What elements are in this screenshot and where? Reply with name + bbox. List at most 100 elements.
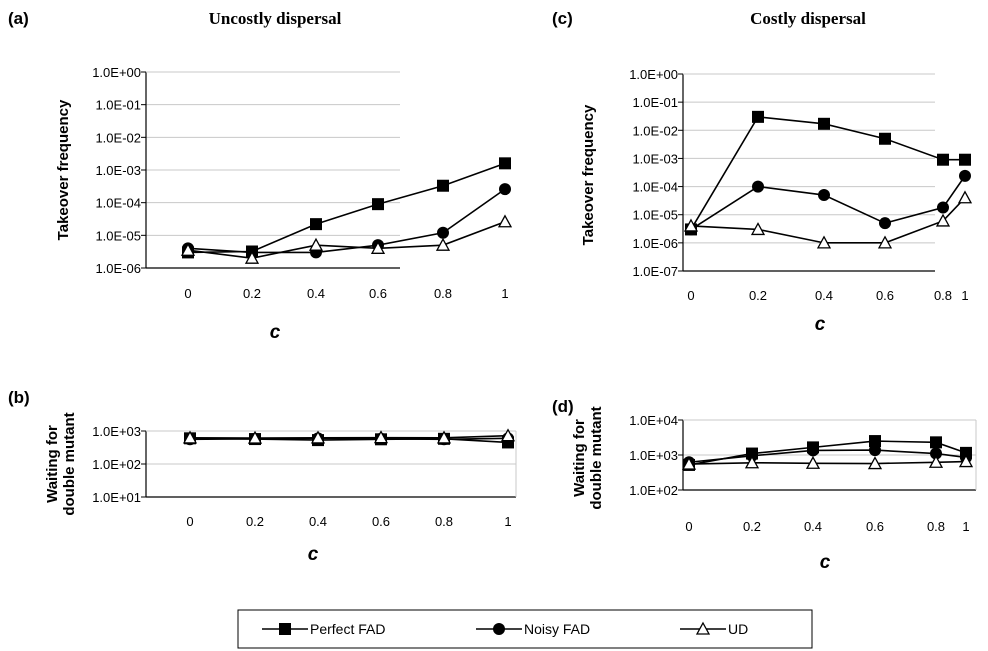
triangle-marker — [750, 222, 766, 236]
y-tick-label: 1.0E-02 — [95, 130, 141, 145]
triangle-marker — [308, 237, 324, 251]
legend: Perfect FAD Noisy FAD UD — [237, 609, 813, 649]
x-tick-label: 0.8 — [435, 514, 453, 529]
panel-letter: (c) — [552, 9, 573, 28]
triangle-marker — [935, 213, 951, 227]
y-tick-label: 1.0E+01 — [92, 490, 141, 505]
square-marker — [437, 179, 449, 192]
x-tick-label: 0.8 — [927, 519, 945, 534]
circle-marker — [869, 444, 881, 457]
circle-marker — [437, 226, 449, 239]
x-tick-label: 0.8 — [434, 286, 452, 301]
triangle-marker — [370, 240, 386, 254]
series-noisy-fad — [184, 432, 514, 446]
series-ud — [182, 428, 516, 444]
chart-panel-b: (b) 1.0E+03 1.0E+02 1.0E+01 0 0.2 0.4 0.6 0.8 1 Wa… — [8, 388, 517, 565]
x-tick-label: 0 — [687, 288, 694, 303]
legend-label: UD — [728, 621, 748, 637]
x-tick-label: 0.6 — [866, 519, 884, 534]
x-tick-label: 1 — [501, 286, 508, 301]
triangle-marker — [435, 237, 451, 251]
x-tick-label: 0.6 — [876, 288, 894, 303]
panel-letter: (b) — [8, 388, 30, 407]
y-tick-label: 1.0E-01 — [95, 98, 141, 113]
y-tick-label: 1.0E+03 — [629, 448, 678, 463]
triangle-marker — [244, 250, 260, 264]
series-line — [187, 221, 506, 259]
triangle-marker — [816, 235, 832, 249]
x-tick-label: 0.8 — [934, 288, 952, 303]
triangle-marker — [928, 454, 944, 468]
y-axis-label: Takeover frequency — [55, 99, 72, 240]
y-tick-label: 1.0E-05 — [632, 208, 678, 223]
y-tick-label: 1.0E-05 — [95, 228, 141, 243]
series-ud — [681, 454, 974, 470]
legend-item-noisy-fad: Noisy FAD — [476, 621, 590, 637]
triangle-marker — [182, 430, 198, 444]
square-marker — [499, 157, 511, 170]
x-tick-label: 0.4 — [307, 286, 325, 301]
y-axis-label: Waiting fordouble mutant — [571, 406, 605, 509]
square-marker — [937, 153, 949, 166]
panel-title: Uncostly dispersal — [209, 9, 342, 28]
triangle-marker — [247, 430, 263, 444]
x-tick-label: 0.6 — [369, 286, 387, 301]
y-tick-label: 1.0E-02 — [632, 123, 678, 138]
square-marker — [930, 436, 942, 449]
x-tick-label: 1 — [961, 288, 968, 303]
x-tick-label: 1 — [962, 519, 969, 534]
triangle-marker — [695, 621, 711, 635]
x-axis-label: c — [270, 322, 281, 343]
legend-item-ud: UD — [680, 621, 748, 637]
square-marker — [879, 132, 891, 145]
series-line — [688, 460, 967, 465]
triangle-marker — [180, 242, 196, 256]
x-axis-label: c — [308, 544, 319, 565]
series-noisy-fad — [685, 169, 971, 236]
y-tick-label: 1.0E+02 — [629, 483, 678, 498]
chart-panel-c: (c) Costly dispersal 1.0E+00 1.0E-01 1.0E-02… — [552, 9, 973, 335]
circle-marker — [937, 201, 949, 214]
triangle-marker — [683, 218, 699, 232]
square-marker — [869, 435, 881, 448]
circle-marker — [959, 169, 971, 182]
triangle-marker — [310, 430, 326, 444]
circle-marker — [879, 217, 891, 230]
series-ud — [180, 214, 513, 264]
y-tick-label: 1.0E+00 — [92, 65, 141, 80]
series-noisy-fad — [683, 444, 972, 469]
y-tick-label: 1.0E+03 — [92, 424, 141, 439]
series-line — [187, 188, 506, 254]
chart-panel-d: (d) 1.0E+04 1.0E+03 1.0E+02 0 0.2 0.4 0.6 0.8 1 Wa… — [552, 397, 977, 573]
legend-item-perfect-fad: Perfect FAD — [262, 621, 385, 637]
square-marker — [959, 153, 971, 166]
square-marker — [818, 117, 830, 130]
triangle-marker — [744, 455, 760, 469]
circle-marker — [752, 180, 764, 193]
series-line — [690, 197, 966, 244]
y-axis-label: Takeover frequency — [580, 104, 597, 245]
square-marker — [372, 198, 384, 211]
x-tick-label: 0.6 — [372, 514, 390, 529]
square-marker — [310, 218, 322, 231]
legend-label: Noisy FAD — [524, 621, 590, 637]
panel-letter: (a) — [8, 9, 29, 28]
y-tick-label: 1.0E-04 — [632, 180, 678, 195]
triangle-marker — [805, 455, 821, 469]
triangle-marker — [373, 430, 389, 444]
circle-marker — [493, 623, 505, 635]
x-tick-label: 0.2 — [743, 519, 761, 534]
chart-panel-a: (a) Uncostly dispersal 1.0E+00 1.0E-01 1.0E-… — [8, 9, 513, 343]
triangle-marker — [957, 190, 973, 204]
series-line — [189, 437, 509, 441]
series-line — [690, 175, 966, 231]
circle-marker — [930, 447, 942, 460]
x-tick-label: 0.4 — [815, 288, 833, 303]
x-tick-label: 0 — [184, 286, 191, 301]
circle-marker — [499, 183, 511, 196]
triangle-marker — [497, 214, 513, 228]
x-tick-label: 0.2 — [749, 288, 767, 303]
y-tick-label: 1.0E+02 — [92, 457, 141, 472]
y-tick-label: 1.0E-06 — [632, 236, 678, 251]
